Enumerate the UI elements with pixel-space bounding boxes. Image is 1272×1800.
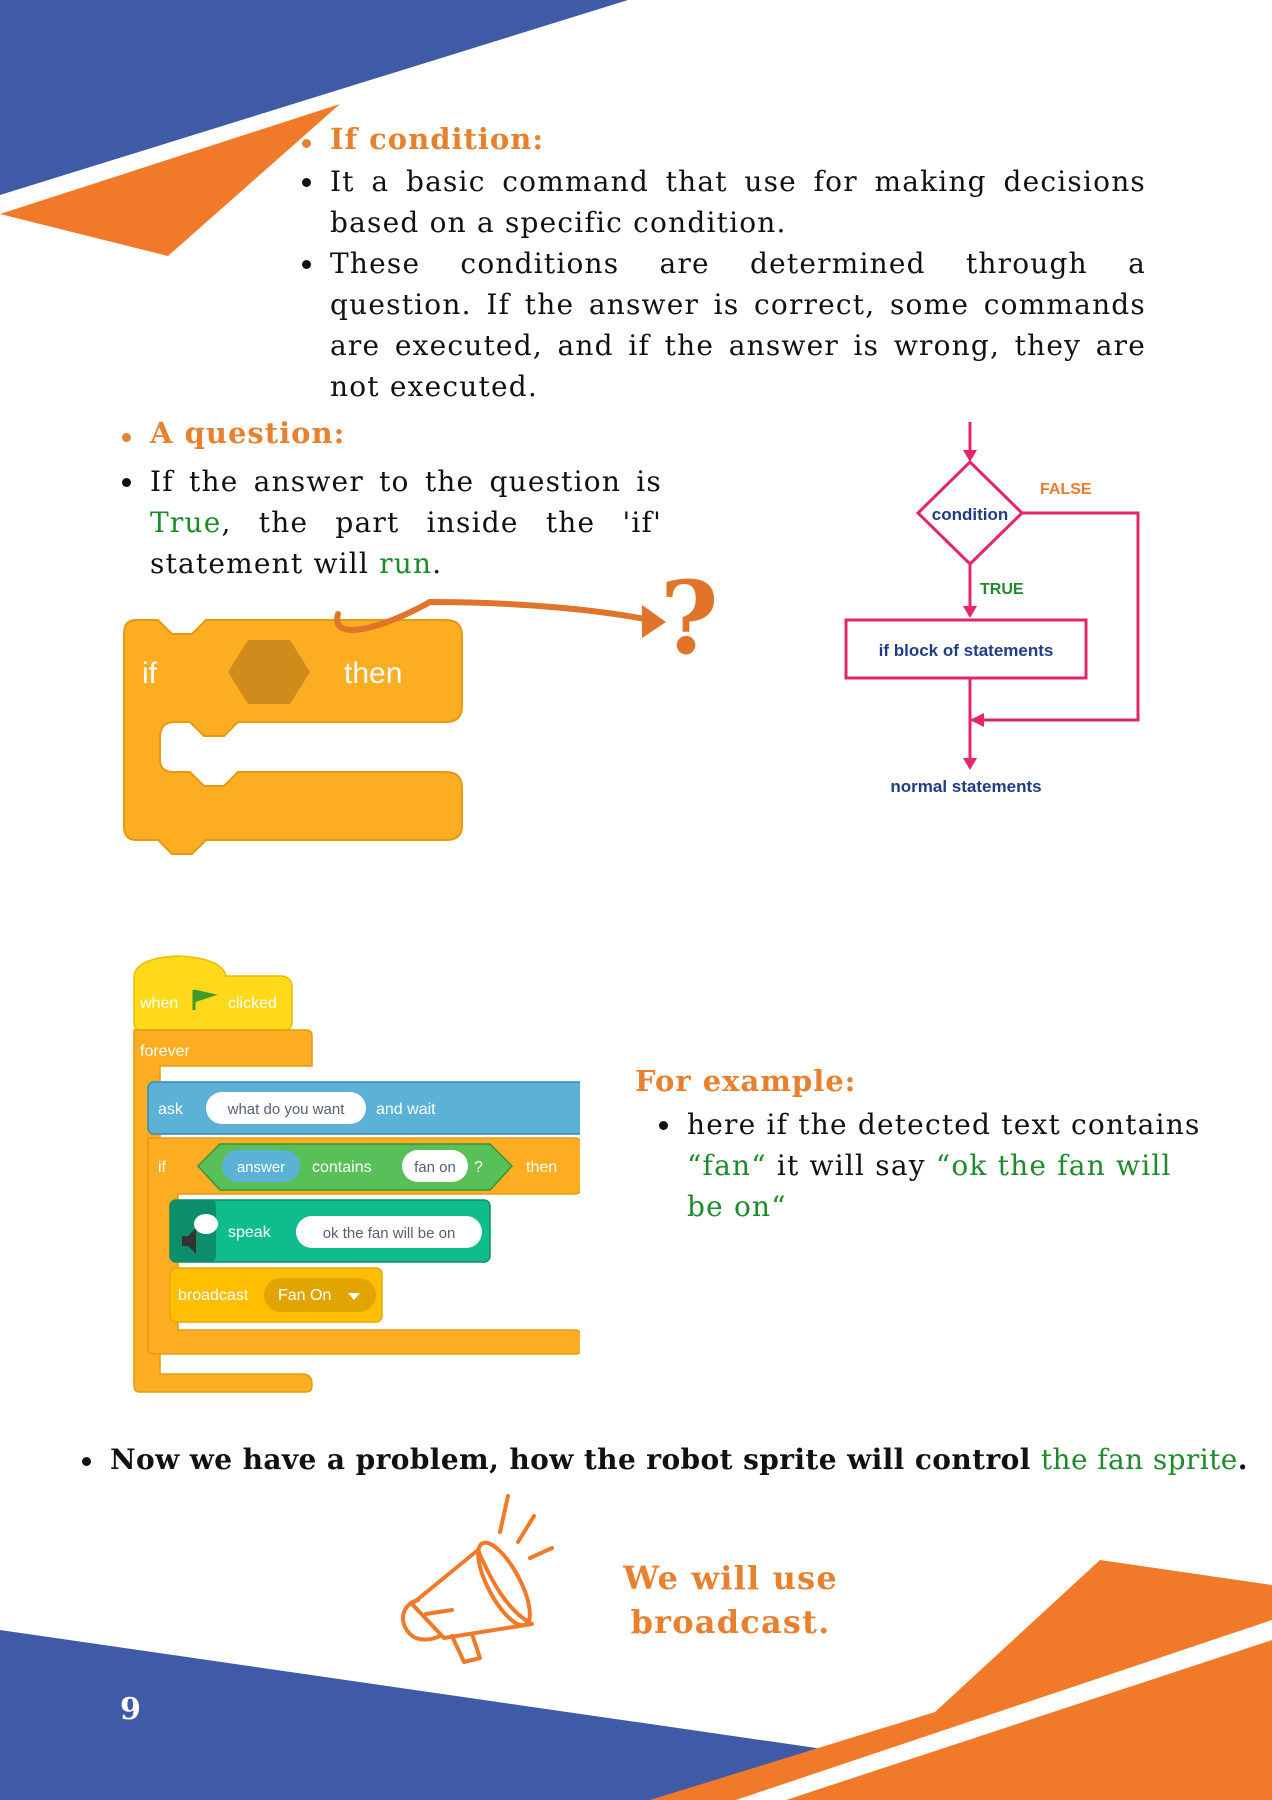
speak-label: speak [228,1224,272,1241]
example-text-1: here if the detected text contains [687,1108,1201,1141]
question-section: A question: If the answer to the questio… [116,416,662,584]
when-label: when [139,995,178,1012]
arrow-curve [334,598,653,633]
if-label: if [142,657,158,690]
problem-end: . [1237,1443,1248,1476]
example-section: For example: here if the detected text c… [635,1064,1215,1227]
top-left-blue-shape [0,0,628,195]
arrow-head [642,605,666,638]
dropdown-arrow-icon [348,1293,360,1300]
if-block-box [844,618,1088,680]
condition-label: condition [932,505,1008,524]
run-word: run [379,547,433,580]
if-bullet-2: These conditions are determined through … [296,243,1146,407]
contains-label: contains [312,1159,372,1176]
loop-arrow-icon: ↺ [282,1357,297,1377]
callout-line-1: We will use [623,1559,838,1597]
answer-reporter [222,1150,300,1182]
question-text-3: . [432,547,443,580]
condition-slot-hexagon [228,640,310,704]
speak-input [296,1216,482,1248]
callout-text: We will use broadcast. [618,1556,843,1644]
if-flowchart: condition FALSE TRUE if block of stateme… [844,422,1140,796]
if-block-label: if block of statements [879,641,1054,660]
if-condition-section: If condition: It a basic command that us… [296,122,1146,407]
question-text-1: If the answer to the question is [150,465,662,498]
broadcast-dropdown [264,1278,376,1312]
example-heading: For example: [635,1064,857,1098]
question-mark-icon: ? [660,559,719,677]
if-bullet-1: It a basic command that use for making d… [296,161,1146,243]
example-text-2: it will say [766,1149,936,1182]
true-label: TRUE [980,581,1024,598]
problem-bullet: Now we have a problem, how the robot spr… [76,1440,1256,1480]
if-then-script-block [147,1137,580,1355]
problem-highlight: the fan sprite [1040,1443,1238,1476]
true-word: True [150,506,222,539]
ask-input [206,1092,366,1124]
broadcast-label: broadcast [178,1287,249,1304]
speaker-icon [182,1228,196,1254]
speech-bubble-icon [194,1214,218,1234]
fan-quote: “fan“ [687,1149,767,1182]
ask-input-text: what do you want [227,1101,346,1118]
problem-section: Now we have a problem, how the robot spr… [76,1440,1256,1480]
false-label: FALSE [1040,481,1092,498]
bottom-decoration [0,1560,1272,1800]
green-flag-icon [192,989,218,1010]
forever-block [133,1029,313,1393]
speak-input-text: ok the fan will be on [323,1225,456,1242]
top-left-decoration [0,0,628,256]
question-text-2: , the part inside the 'if' statement wil… [150,506,662,580]
top-left-orange-shape [0,104,340,256]
bottom-orange-shape [650,1560,1272,1800]
contains-input [402,1150,468,1182]
contains-input-text: fan on [414,1159,456,1176]
normal-statements-label: normal statements [890,777,1041,796]
question-bullet: If the answer to the question is True, t… [116,461,662,584]
scratch-script: when clicked forever ↺ ask what do you w… [133,955,580,1393]
if-then-block: if then [123,619,463,855]
broadcast-value: Fan On [278,1287,331,1304]
and-wait-label: and wait [376,1101,436,1118]
callout-line-2: broadcast. [630,1603,831,1641]
problem-text: Now we have a problem, how the robot spr… [110,1443,1041,1476]
ask-label: ask [158,1101,184,1118]
if-condition-heading: If condition: [296,122,1146,156]
bottom-blue-shape [0,1630,830,1800]
page-number: 9 [120,1692,141,1727]
bottom-white-stripe [735,1620,1272,1800]
then-script-label: then [526,1159,557,1176]
contains-question-mark: ? [474,1159,483,1176]
when-flag-clicked-block [133,955,293,1031]
say-quote: “ok the fan will be on“ [687,1149,1172,1223]
forever-label: forever [140,1043,190,1060]
pointer-arrow [334,598,666,638]
answer-label: answer [237,1159,285,1176]
clicked-label: clicked [228,995,277,1012]
question-heading: A question: [116,416,662,450]
example-bullet: here if the detected text contains “fan“… [653,1104,1215,1227]
then-label: then [344,657,402,690]
if-script-label: if [158,1159,167,1176]
megaphone-icon [401,1494,554,1664]
if-block-shape [123,619,463,855]
